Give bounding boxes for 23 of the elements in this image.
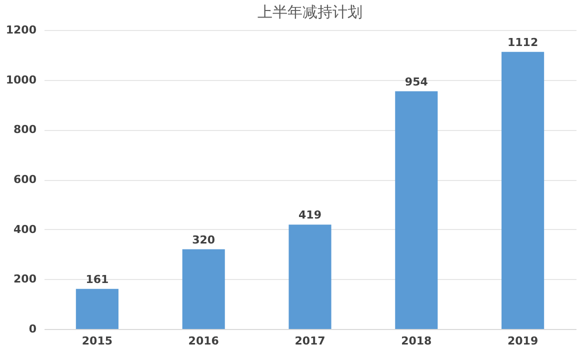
y-tick-label: 0 — [28, 322, 37, 336]
y-tick-label: 1200 — [6, 24, 37, 36]
data-label: 320 — [192, 233, 216, 246]
bar — [76, 288, 118, 329]
data-label: 1112 — [507, 36, 538, 49]
bar — [502, 52, 544, 329]
y-tick-label: 800 — [14, 123, 37, 136]
y-tick-label: 200 — [14, 272, 37, 286]
y-tick-label: 600 — [14, 173, 37, 186]
x-tick-label: 2019 — [507, 334, 538, 348]
x-tick-label: 2015 — [82, 334, 113, 348]
bar — [288, 224, 332, 329]
bar — [182, 249, 225, 329]
bar — [395, 91, 438, 329]
x-tick-label: 2018 — [401, 334, 432, 348]
y-tick-label: 1000 — [6, 73, 37, 86]
x-tick-label: 2016 — [188, 334, 220, 348]
y-tick-label: 400 — [14, 222, 37, 236]
data-label: 161 — [86, 272, 109, 286]
data-label: 954 — [404, 75, 428, 88]
x-tick-label: 2017 — [294, 334, 326, 348]
chart-title: 上半年减持计划 — [258, 3, 362, 21]
data-label: 419 — [298, 208, 322, 222]
